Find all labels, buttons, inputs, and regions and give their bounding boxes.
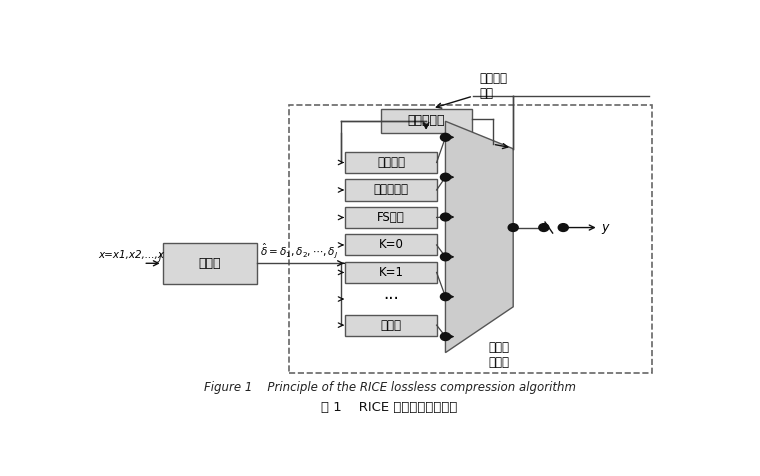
Bar	[345, 179, 437, 200]
Circle shape	[441, 213, 451, 221]
Circle shape	[441, 293, 451, 301]
Circle shape	[559, 224, 568, 231]
Text: 无压缩: 无压缩	[381, 318, 401, 332]
Circle shape	[441, 253, 451, 261]
Text: J: J	[159, 253, 161, 262]
Bar	[345, 262, 437, 283]
Bar	[290, 105, 651, 373]
Text: K=0: K=0	[378, 238, 404, 251]
Bar	[345, 234, 437, 256]
Text: 预处理: 预处理	[198, 257, 221, 270]
Text: 已选编码
选项: 已选编码 选项	[479, 72, 507, 100]
Text: x=x1,x2,...,x: x=x1,x2,...,x	[98, 249, 164, 259]
Text: K=1: K=1	[378, 266, 404, 279]
Bar	[345, 315, 437, 336]
Text: ···: ···	[383, 290, 399, 308]
Text: Figure 1    Principle of the RICE lossless compression algorithm: Figure 1 Principle of the RICE lossless …	[204, 381, 575, 395]
Bar	[345, 152, 437, 173]
Circle shape	[441, 133, 451, 141]
Text: $\hat{\delta}=\delta_1,\delta_2,\cdots,\delta_J$: $\hat{\delta}=\delta_1,\delta_2,\cdots,\…	[260, 241, 338, 259]
Text: FS编码: FS编码	[377, 211, 405, 224]
Circle shape	[441, 173, 451, 181]
Text: 二分法编码: 二分法编码	[373, 183, 408, 197]
Bar	[163, 243, 257, 284]
Bar	[345, 207, 437, 228]
Circle shape	[539, 224, 549, 231]
Circle shape	[441, 333, 451, 340]
Bar	[381, 109, 472, 133]
Polygon shape	[445, 121, 513, 353]
Circle shape	[508, 224, 518, 231]
Text: 自适应
熵编码: 自适应 熵编码	[488, 341, 509, 369]
Text: y: y	[602, 221, 609, 234]
Text: 图 1    RICE 无损压缩算法原理: 图 1 RICE 无损压缩算法原理	[321, 401, 458, 414]
Text: 编码选择器: 编码选择器	[407, 114, 445, 127]
Text: 零块编码: 零块编码	[377, 156, 405, 169]
